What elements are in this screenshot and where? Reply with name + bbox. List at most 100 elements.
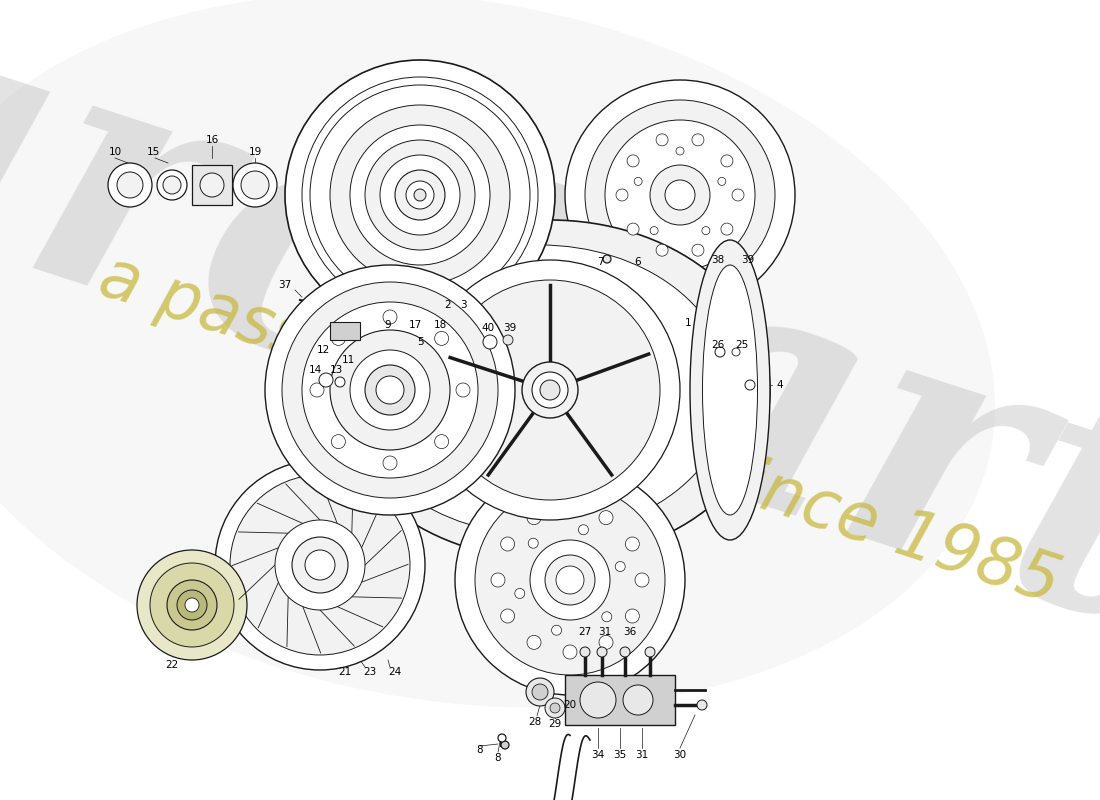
Circle shape	[483, 335, 497, 349]
Circle shape	[275, 520, 365, 610]
Circle shape	[500, 741, 509, 749]
Text: 2: 2	[444, 300, 451, 310]
Ellipse shape	[703, 265, 758, 515]
Circle shape	[579, 525, 588, 534]
Text: 21: 21	[339, 667, 352, 677]
Circle shape	[503, 335, 513, 345]
Circle shape	[692, 244, 704, 256]
Circle shape	[527, 510, 541, 525]
Circle shape	[434, 331, 449, 346]
Circle shape	[565, 80, 795, 310]
Text: 14: 14	[308, 365, 321, 375]
Circle shape	[383, 456, 397, 470]
Text: 17: 17	[408, 320, 421, 330]
Circle shape	[185, 598, 199, 612]
Circle shape	[585, 100, 776, 290]
Circle shape	[745, 380, 755, 390]
Circle shape	[331, 434, 345, 449]
Circle shape	[515, 589, 525, 598]
Circle shape	[214, 460, 425, 670]
Text: 27: 27	[579, 627, 592, 637]
Circle shape	[676, 147, 684, 155]
Circle shape	[580, 647, 590, 657]
Text: 23: 23	[363, 667, 376, 677]
Circle shape	[379, 155, 460, 235]
Circle shape	[702, 226, 710, 234]
Ellipse shape	[350, 245, 730, 535]
Circle shape	[563, 501, 578, 515]
Circle shape	[500, 537, 515, 551]
Circle shape	[302, 302, 478, 478]
Circle shape	[718, 178, 726, 186]
Text: 31: 31	[598, 627, 612, 637]
Circle shape	[551, 626, 561, 635]
Text: 19: 19	[249, 147, 262, 157]
Circle shape	[544, 555, 595, 605]
Circle shape	[157, 170, 187, 200]
Text: 9: 9	[385, 320, 392, 330]
Text: 39: 39	[741, 255, 755, 265]
Circle shape	[167, 580, 217, 630]
Text: 26: 26	[712, 340, 725, 350]
Text: 37: 37	[278, 280, 292, 290]
Circle shape	[650, 165, 710, 225]
Circle shape	[626, 537, 639, 551]
Circle shape	[556, 566, 584, 594]
Circle shape	[440, 280, 660, 500]
Circle shape	[720, 223, 733, 235]
Text: 30: 30	[673, 750, 686, 760]
Circle shape	[602, 612, 612, 622]
Circle shape	[522, 362, 578, 418]
Text: a passion for parts since 1985: a passion for parts since 1985	[91, 243, 1069, 617]
Circle shape	[627, 155, 639, 167]
Circle shape	[233, 163, 277, 207]
Circle shape	[138, 550, 248, 660]
Ellipse shape	[330, 220, 770, 560]
Circle shape	[715, 347, 725, 357]
Circle shape	[350, 350, 430, 430]
Circle shape	[697, 700, 707, 710]
Circle shape	[163, 176, 182, 194]
Circle shape	[282, 282, 498, 498]
Circle shape	[635, 573, 649, 587]
Text: 39: 39	[504, 323, 517, 333]
Text: 8: 8	[495, 753, 502, 763]
Circle shape	[150, 563, 234, 647]
Circle shape	[117, 172, 143, 198]
Circle shape	[563, 645, 578, 659]
Circle shape	[177, 590, 207, 620]
Text: 22: 22	[165, 660, 178, 670]
Circle shape	[305, 550, 336, 580]
Text: 18: 18	[433, 320, 447, 330]
Circle shape	[230, 475, 410, 655]
Circle shape	[350, 125, 490, 265]
Circle shape	[616, 189, 628, 201]
Circle shape	[605, 120, 755, 270]
Text: 1: 1	[684, 318, 691, 328]
Circle shape	[292, 537, 348, 593]
Text: 6: 6	[635, 257, 641, 267]
Circle shape	[319, 373, 333, 387]
Text: 12: 12	[317, 345, 330, 355]
Circle shape	[285, 60, 556, 330]
Text: 3: 3	[460, 300, 466, 310]
Text: 24: 24	[388, 667, 401, 677]
Text: 13: 13	[329, 365, 342, 375]
Circle shape	[376, 376, 404, 404]
Circle shape	[626, 609, 639, 623]
Circle shape	[331, 331, 345, 346]
Circle shape	[406, 181, 434, 209]
Circle shape	[336, 377, 345, 387]
Circle shape	[414, 189, 426, 201]
Text: 25: 25	[736, 340, 749, 350]
Circle shape	[530, 540, 610, 620]
Text: 38: 38	[712, 255, 725, 265]
Text: 34: 34	[592, 750, 605, 760]
Text: 20: 20	[563, 700, 576, 710]
Circle shape	[456, 383, 470, 397]
Text: 5: 5	[417, 337, 424, 347]
Text: 15: 15	[146, 147, 160, 157]
Circle shape	[302, 77, 538, 313]
Circle shape	[434, 434, 449, 449]
Circle shape	[540, 380, 560, 400]
